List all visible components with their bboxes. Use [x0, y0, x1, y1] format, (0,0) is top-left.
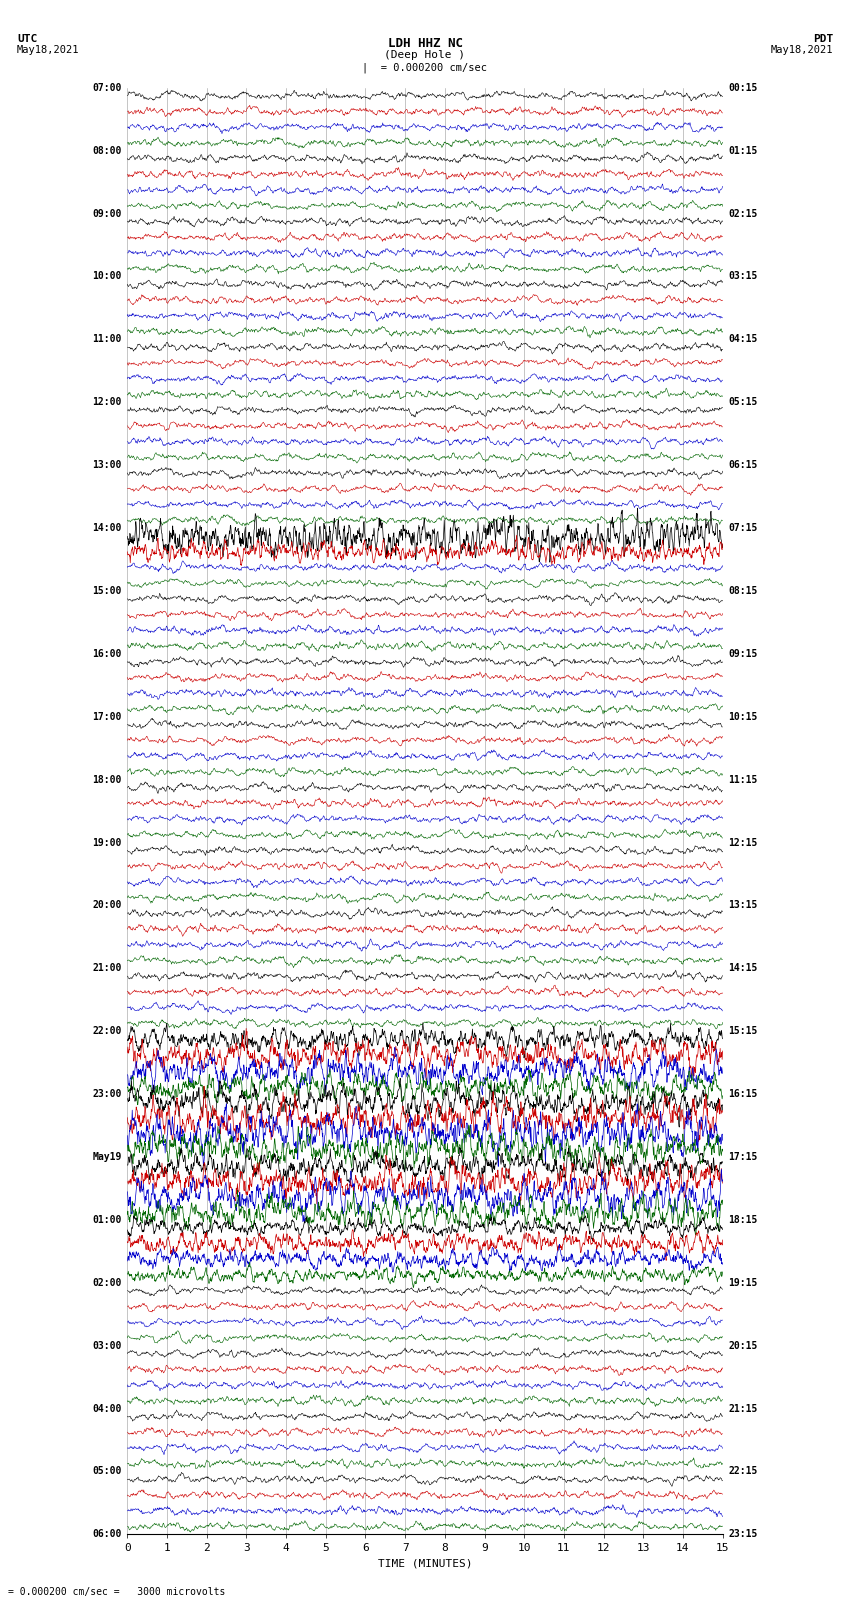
Text: 19:00: 19:00 — [92, 837, 122, 847]
Text: 00:15: 00:15 — [728, 82, 758, 92]
Text: May19: May19 — [92, 1152, 122, 1161]
Text: 22:00: 22:00 — [92, 1026, 122, 1036]
Text: 17:00: 17:00 — [92, 711, 122, 721]
Text: 16:00: 16:00 — [92, 648, 122, 658]
Text: 06:15: 06:15 — [728, 460, 758, 469]
Text: 03:15: 03:15 — [728, 271, 758, 281]
Text: 07:15: 07:15 — [728, 523, 758, 532]
Text: 20:15: 20:15 — [728, 1340, 758, 1350]
Text: 20:00: 20:00 — [92, 900, 122, 910]
Text: 05:00: 05:00 — [92, 1466, 122, 1476]
Text: 15:15: 15:15 — [728, 1026, 758, 1036]
Text: 23:00: 23:00 — [92, 1089, 122, 1098]
Text: 08:00: 08:00 — [92, 145, 122, 155]
Text: 09:00: 09:00 — [92, 208, 122, 218]
Text: 10:00: 10:00 — [92, 271, 122, 281]
Text: 16:15: 16:15 — [728, 1089, 758, 1098]
Text: 03:00: 03:00 — [92, 1340, 122, 1350]
Text: |  = 0.000200 cm/sec: | = 0.000200 cm/sec — [362, 63, 488, 74]
Text: 18:15: 18:15 — [728, 1215, 758, 1224]
Text: 04:15: 04:15 — [728, 334, 758, 344]
Text: 12:15: 12:15 — [728, 837, 758, 847]
Text: 18:00: 18:00 — [92, 774, 122, 784]
Text: 22:15: 22:15 — [728, 1466, 758, 1476]
Text: 14:15: 14:15 — [728, 963, 758, 973]
Text: 02:00: 02:00 — [92, 1277, 122, 1287]
Text: UTC: UTC — [17, 34, 37, 44]
Text: 02:15: 02:15 — [728, 208, 758, 218]
Text: 21:00: 21:00 — [92, 963, 122, 973]
Text: 13:00: 13:00 — [92, 460, 122, 469]
Text: PDT: PDT — [813, 34, 833, 44]
Text: 06:00: 06:00 — [92, 1529, 122, 1539]
Text: 23:15: 23:15 — [728, 1529, 758, 1539]
Text: 21:15: 21:15 — [728, 1403, 758, 1413]
X-axis label: TIME (MINUTES): TIME (MINUTES) — [377, 1560, 473, 1569]
Text: 13:15: 13:15 — [728, 900, 758, 910]
Text: 05:15: 05:15 — [728, 397, 758, 406]
Text: 14:00: 14:00 — [92, 523, 122, 532]
Text: May18,2021: May18,2021 — [770, 45, 833, 55]
Text: 10:15: 10:15 — [728, 711, 758, 721]
Text: 04:00: 04:00 — [92, 1403, 122, 1413]
Text: 09:15: 09:15 — [728, 648, 758, 658]
Text: 11:00: 11:00 — [92, 334, 122, 344]
Text: 19:15: 19:15 — [728, 1277, 758, 1287]
Text: LDH HHZ NC: LDH HHZ NC — [388, 37, 462, 50]
Text: 11:15: 11:15 — [728, 774, 758, 784]
Text: May18,2021: May18,2021 — [17, 45, 80, 55]
Text: 08:15: 08:15 — [728, 586, 758, 595]
Text: = 0.000200 cm/sec =   3000 microvolts: = 0.000200 cm/sec = 3000 microvolts — [8, 1587, 226, 1597]
Text: (Deep Hole ): (Deep Hole ) — [384, 50, 466, 60]
Text: 17:15: 17:15 — [728, 1152, 758, 1161]
Text: 01:15: 01:15 — [728, 145, 758, 155]
Text: 12:00: 12:00 — [92, 397, 122, 406]
Text: 15:00: 15:00 — [92, 586, 122, 595]
Text: 07:00: 07:00 — [92, 82, 122, 92]
Text: 01:00: 01:00 — [92, 1215, 122, 1224]
